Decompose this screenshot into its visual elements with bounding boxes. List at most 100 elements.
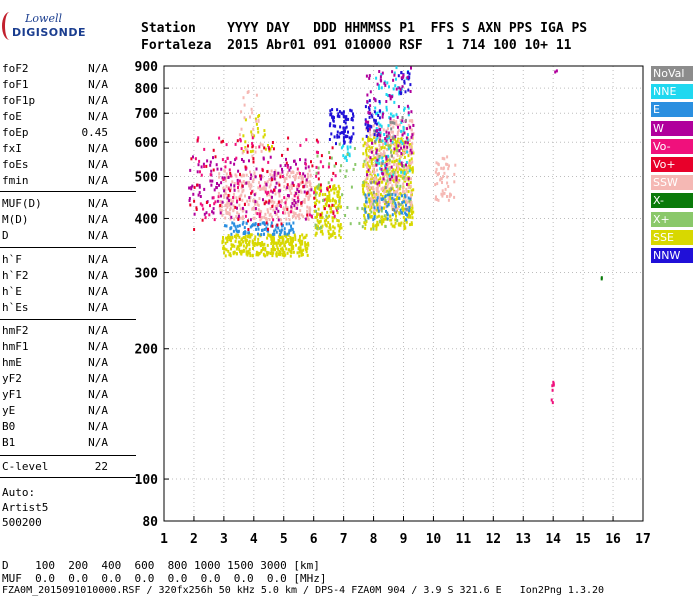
- echo-point: [372, 223, 375, 227]
- echo-point: [300, 213, 303, 217]
- echo-point: [396, 154, 399, 157]
- echo-point: [336, 190, 339, 194]
- echo-point: [264, 254, 267, 258]
- echo-point: [302, 248, 305, 252]
- echo-point: [297, 176, 300, 180]
- echo-point: [292, 175, 295, 179]
- echo-point: [260, 210, 263, 214]
- echo-point: [306, 205, 309, 209]
- echo-point: [233, 217, 236, 221]
- echo-point: [387, 154, 390, 158]
- echo-point: [391, 160, 394, 164]
- echo-point: [209, 160, 212, 164]
- param-name: C-level: [2, 460, 49, 473]
- echo-point: [296, 203, 299, 207]
- echo-point: [278, 194, 281, 198]
- echo-point: [206, 159, 209, 163]
- echo-point: [392, 178, 395, 182]
- echo-point: [437, 163, 440, 167]
- echo-point: [345, 118, 348, 122]
- echo-point: [387, 147, 390, 151]
- echo-point: [235, 215, 238, 219]
- echo-point: [390, 187, 393, 191]
- echo-point: [298, 248, 301, 252]
- echo-point: [283, 234, 286, 238]
- echo-point: [395, 122, 398, 126]
- echo-point: [275, 181, 278, 185]
- param-name: hmF2: [2, 324, 29, 337]
- echo-point: [402, 189, 405, 193]
- echo-point: [279, 175, 282, 179]
- echo-point: [402, 148, 405, 152]
- echo-point: [401, 174, 404, 178]
- echo-point: [370, 227, 373, 231]
- echo-point: [399, 119, 402, 122]
- echo-point: [402, 164, 405, 168]
- echo-point: [218, 136, 221, 140]
- echo-point: [405, 207, 408, 211]
- echo-point: [210, 183, 213, 187]
- echo-point: [407, 88, 410, 92]
- echo-point: [335, 200, 337, 204]
- echo-point: [253, 171, 256, 175]
- echo-point: [378, 147, 381, 151]
- echo-point: [198, 183, 201, 187]
- echo-point: [394, 210, 396, 214]
- echo-point: [273, 173, 276, 177]
- echo-point: [256, 243, 259, 247]
- echo-point: [350, 185, 353, 189]
- echo-point: [223, 247, 226, 251]
- echo-point: [240, 249, 243, 253]
- echo-point: [246, 243, 249, 247]
- echo-point: [389, 180, 392, 184]
- echo-point: [375, 192, 378, 196]
- echo-point: [333, 191, 336, 195]
- echo-point: [242, 180, 245, 183]
- echo-point: [304, 217, 307, 221]
- echo-point: [372, 225, 375, 229]
- echo-point: [384, 199, 387, 203]
- echo-point: [200, 173, 203, 177]
- echo-point: [265, 200, 268, 204]
- x-tick-label: 10: [426, 532, 442, 547]
- echo-point: [373, 180, 375, 184]
- echo-point: [282, 211, 284, 215]
- echo-point: [248, 184, 251, 188]
- echo-point: [233, 244, 236, 248]
- echo-point: [236, 211, 239, 215]
- echo-point: [268, 147, 271, 151]
- echo-point: [280, 235, 283, 239]
- echo-point: [398, 222, 401, 226]
- echo-point: [440, 177, 443, 181]
- echo-point: [352, 167, 355, 171]
- echo-point: [293, 213, 296, 217]
- echo-point: [261, 168, 264, 172]
- echo-point: [300, 251, 303, 255]
- echo-point: [294, 207, 297, 210]
- echo-point: [383, 202, 386, 206]
- echo-point: [381, 153, 384, 157]
- echo-point: [299, 158, 301, 162]
- echo-point: [329, 227, 332, 231]
- echo-point: [366, 93, 369, 97]
- echo-point: [389, 199, 391, 203]
- echo-point: [405, 218, 408, 222]
- echo-point: [339, 125, 342, 129]
- echo-point: [365, 134, 368, 138]
- echo-point: [443, 157, 446, 161]
- echo-point: [289, 236, 292, 239]
- echo-point: [335, 162, 337, 166]
- echo-point: [305, 178, 308, 182]
- echo-point: [338, 135, 341, 139]
- echo-point: [279, 173, 282, 177]
- echo-point: [314, 233, 317, 237]
- echo-point: [258, 181, 260, 185]
- echo-point: [220, 181, 223, 185]
- echo-point: [409, 181, 412, 185]
- echo-point: [334, 124, 337, 128]
- echo-point: [239, 139, 242, 143]
- echo-point: [398, 86, 401, 90]
- echo-point: [288, 174, 291, 178]
- echo-point: [384, 195, 387, 198]
- echo-point: [381, 139, 384, 143]
